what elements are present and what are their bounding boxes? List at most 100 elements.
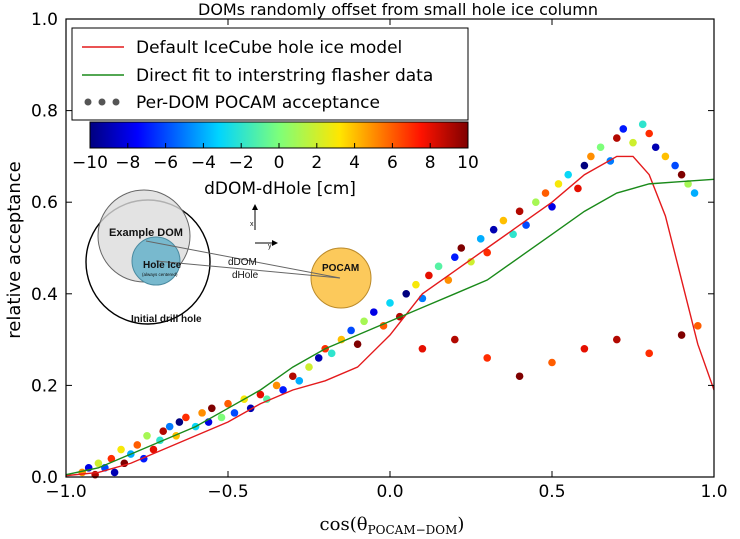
data-point [198, 409, 206, 417]
colorbar-tick-label: −10 [72, 153, 108, 173]
legend-box [71, 27, 469, 121]
data-point [360, 317, 368, 326]
data-point [499, 216, 508, 225]
x-tick-label: 1.0 [700, 482, 727, 502]
series-default-hole-ice-line [65, 155, 715, 477]
axis-arrowhead-y [272, 240, 278, 246]
y-tick-label: 0.4 [31, 285, 58, 305]
colorbar-tick-label: −2 [229, 153, 254, 173]
legend-swatch-points-2 [98, 98, 106, 106]
data-point [515, 372, 524, 381]
y-tick-label: 0.6 [31, 193, 58, 213]
x-tick-label: 0.5 [538, 482, 565, 502]
y-tick-label: 0.0 [31, 468, 58, 488]
data-point [347, 326, 355, 335]
label-dhole: dHole [232, 270, 259, 281]
data-point [532, 198, 540, 206]
data-point [289, 372, 297, 381]
data-point [483, 354, 492, 362]
data-point [314, 354, 323, 362]
data-point [386, 299, 394, 307]
data-point [107, 454, 116, 463]
y-axis-label: relative acceptance [4, 161, 25, 338]
data-point [580, 161, 589, 170]
data-point [541, 189, 550, 197]
x-tick-label: 0.0 [376, 482, 403, 502]
data-point [476, 235, 485, 243]
data-point [522, 221, 530, 229]
y-tick-label: 1.0 [31, 10, 58, 30]
data-point [272, 381, 281, 390]
axis-label-x: x [250, 221, 254, 228]
colorbar-tick-label: 4 [349, 153, 360, 173]
label-example-dom: Example DOM [109, 227, 183, 239]
data-point [645, 349, 653, 358]
data-point [645, 129, 653, 138]
data-point [677, 170, 686, 179]
data-point [661, 152, 670, 161]
colorbar-label: dDOM-dHole [cm] [204, 179, 356, 199]
data-point [671, 161, 679, 170]
data-point [434, 262, 443, 271]
legend: Default IceCube hole ice model Direct fi… [71, 27, 469, 121]
colorbar-gradient [89, 121, 469, 149]
data-point [94, 459, 103, 468]
data-point [165, 422, 174, 431]
data-point [515, 207, 524, 216]
colorbar-tick-label: 2 [311, 153, 322, 173]
pocam-circle [310, 247, 372, 309]
data-point [619, 125, 628, 133]
data-point [418, 344, 427, 353]
data-point [117, 445, 125, 454]
y-tick-label: 0.8 [31, 102, 58, 122]
x-axis-label-sub: POCAM−DOM [368, 523, 458, 537]
data-point [451, 253, 459, 261]
data-point [613, 134, 621, 142]
data-point [224, 399, 232, 408]
data-point [548, 358, 556, 367]
label-hole-ice-sub: (always centered) [142, 272, 178, 277]
legend-label-directfit: Direct fit to interstring flasher data [136, 66, 433, 86]
legend-swatch-points-3 [112, 98, 120, 106]
x-tick-label: −1.0 [45, 482, 86, 502]
marker-layer [78, 120, 702, 479]
colorbar-tick-label: 10 [457, 153, 479, 173]
data-point [370, 308, 378, 316]
data-point [651, 143, 660, 152]
label-ddom: dDOM [228, 257, 257, 268]
data-point [629, 138, 637, 147]
data-point [159, 427, 167, 436]
data-point [587, 152, 595, 161]
data-point [230, 409, 239, 417]
data-point [208, 404, 216, 413]
x-tick-label: −0.5 [207, 482, 248, 502]
data-point [451, 335, 459, 344]
data-point [305, 363, 313, 371]
data-point [279, 386, 287, 394]
data-point [638, 120, 647, 129]
colorbar-tick-label: −8 [115, 153, 140, 173]
legend-label-points: Per-DOM POCAM acceptance [136, 93, 380, 113]
data-point [256, 390, 265, 399]
data-point [457, 244, 466, 252]
x-axis-label: cos(θPOCAM−DOM) [320, 514, 465, 537]
data-point [574, 184, 582, 193]
label-initial-drill-hole: Initial drill hole [131, 314, 202, 325]
colorbar-tick-label: −4 [191, 153, 216, 173]
curve-layer [65, 155, 715, 477]
x-axis-label-close: ) [457, 514, 464, 535]
data-point [677, 331, 686, 339]
axis-arrowhead-x [252, 204, 258, 210]
data-point [149, 445, 158, 454]
data-point [133, 441, 142, 449]
x-axis-label-base: cos(θ [320, 514, 368, 535]
data-point [554, 180, 563, 188]
data-point [412, 280, 420, 289]
y-tick-label: 0.2 [31, 376, 58, 396]
data-point [402, 290, 411, 298]
tick-layer: −1.0 −0.5 0.0 0.5 1.0 0.0 0.2 0.4 0.6 0.8 1.0 [31, 10, 728, 502]
colorbar: −10 −8 −6 −4 −2 0 2 4 6 8 10 dDOM-dHole [cm] [72, 121, 479, 199]
data-point [580, 344, 589, 353]
data-point [143, 431, 151, 440]
data-point [564, 170, 572, 179]
